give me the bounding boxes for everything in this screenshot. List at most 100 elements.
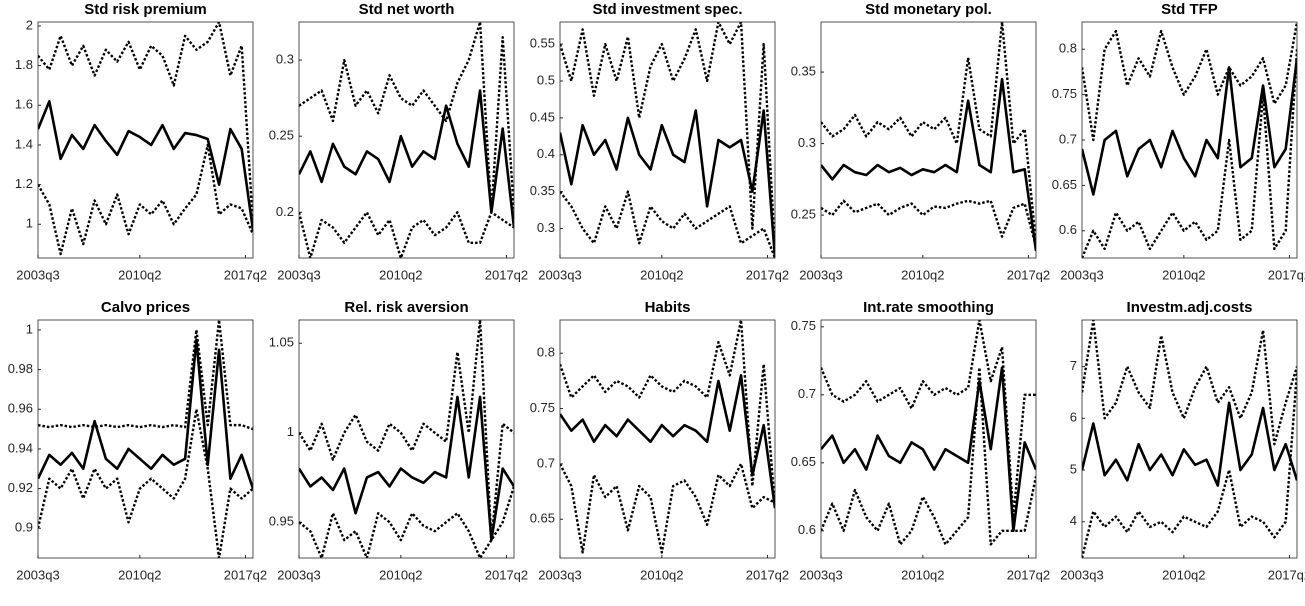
plot-area <box>821 320 1036 558</box>
series-line <box>1082 22 1297 142</box>
series-line <box>1082 371 1297 558</box>
panel: Investm.adj.costs 4 5 6 7 2003q3 2010q2 2017q2 <box>1060 299 1305 582</box>
y-tick-label: 0.7 <box>798 386 816 401</box>
series-line <box>299 395 514 542</box>
x-tick-label: 2010q2 <box>118 567 161 582</box>
x-tick-label: 2017q2 <box>485 567 528 582</box>
series-line <box>821 22 1036 244</box>
x-tick-label: 2003q3 <box>16 267 59 282</box>
series-line <box>38 320 253 431</box>
panel: Std investment spec. 0.3 0.35 0.4 0.45 0.5 0.5… <box>530 1 789 282</box>
x-tick-label: 2003q3 <box>538 267 581 282</box>
y-tick-label: 0.7 <box>1059 131 1077 146</box>
y-tick-label: 0.8 <box>1059 41 1077 56</box>
x-tick-label: 2010q2 <box>640 567 683 582</box>
y-tick-label: 0.6 <box>1059 222 1077 237</box>
y-tick-label: 2 <box>26 17 33 32</box>
axes-box <box>559 319 776 559</box>
panel: Habits 0.65 0.7 0.75 0.8 2003q3 2010q2 2017q2 <box>530 299 789 582</box>
y-tick-label: 0.45 <box>530 109 555 124</box>
x-tick-label: 2017q2 <box>746 567 789 582</box>
series-line <box>1082 401 1297 487</box>
axes-box <box>820 319 1037 559</box>
y-tick-label: 0.6 <box>798 522 816 537</box>
panel-title: Int.rate smoothing <box>863 299 994 316</box>
series-line <box>299 320 514 542</box>
y-tick-label: 1.05 <box>269 335 294 350</box>
y-tick-label: 0.2 <box>276 204 294 219</box>
x-tick-label: 2003q3 <box>277 267 320 282</box>
y-tick-label: 0.3 <box>537 220 555 235</box>
x-tick-label: 2017q2 <box>1007 267 1050 282</box>
x-tick-label: 2010q2 <box>901 267 944 282</box>
axes-box <box>37 319 254 559</box>
y-tick-label: 0.35 <box>530 183 555 198</box>
x-tick-label: 2003q3 <box>277 567 320 582</box>
x-tick-label: 2003q3 <box>799 267 842 282</box>
axes-box <box>37 21 254 259</box>
x-tick-label: 2017q2 <box>224 567 267 582</box>
x-tick-label: 2003q3 <box>799 567 842 582</box>
axes-box <box>298 21 515 259</box>
panel-title: Std risk premium <box>84 1 207 18</box>
y-tick-label: 0.25 <box>791 207 816 222</box>
panel-title: Std net worth <box>359 1 455 18</box>
panel-title: Rel. risk aversion <box>344 299 468 316</box>
y-tick-label: 0.75 <box>1052 86 1077 101</box>
y-tick-label: 1.4 <box>15 136 33 151</box>
panel: Std net worth 0.2 0.25 0.3 2003q3 2010q2 2017q… <box>269 1 528 282</box>
y-tick-label: 7 <box>1070 358 1077 373</box>
series-line <box>299 89 514 228</box>
x-tick-label: 2010q2 <box>640 267 683 282</box>
plot-area <box>299 320 514 558</box>
y-tick-label: 1 <box>26 321 33 336</box>
series-line <box>560 374 775 509</box>
plot-area <box>1082 320 1297 558</box>
y-tick-label: 0.7 <box>537 455 555 470</box>
series-line <box>38 100 253 231</box>
x-tick-label: 2010q2 <box>901 567 944 582</box>
panel: Std monetary pol. 0.25 0.3 0.35 2003q3 2010q2… <box>791 1 1050 282</box>
x-tick-label: 2017q2 <box>224 267 267 282</box>
plot-area <box>1082 22 1297 258</box>
x-tick-label: 2003q3 <box>1060 267 1103 282</box>
y-tick-label: 0.4 <box>537 146 555 161</box>
y-tick-label: 1.2 <box>15 176 33 191</box>
y-tick-label: 6 <box>1070 410 1077 425</box>
panel-title: Std TFP <box>1161 1 1218 18</box>
y-tick-label: 1 <box>287 424 294 439</box>
panel: Rel. risk aversion 0.95 1 1.05 2003q3 2010q2 2… <box>269 299 528 582</box>
y-tick-label: 0.96 <box>8 401 33 416</box>
y-tick-label: 0.8 <box>537 345 555 360</box>
y-tick-label: 0.35 <box>791 63 816 78</box>
series-line <box>821 320 1036 519</box>
x-tick-label: 2010q2 <box>1162 267 1205 282</box>
panel: Calvo prices 0.9 0.92 0.94 0.96 0.98 1 2003q3 20… <box>8 299 267 582</box>
y-tick-label: 1.6 <box>15 97 33 112</box>
y-tick-label: 0.65 <box>530 511 555 526</box>
y-tick-label: 0.92 <box>8 480 33 495</box>
x-tick-label: 2010q2 <box>379 267 422 282</box>
series-line <box>1082 58 1297 196</box>
series-line <box>38 338 253 489</box>
series-line <box>299 211 514 258</box>
panel: Std risk premium 1 1.2 1.4 1.6 1.8 2 2003q3 2010… <box>15 1 267 282</box>
axes-box <box>298 319 515 559</box>
y-tick-label: 1.8 <box>15 57 33 72</box>
x-tick-label: 2017q2 <box>1007 567 1050 582</box>
series-line <box>1082 49 1297 258</box>
series-line <box>821 366 1036 546</box>
panel: Int.rate smoothing 0.6 0.65 0.7 0.75 2003q3 20… <box>791 299 1050 582</box>
panel-title: Std investment spec. <box>592 1 742 18</box>
series-line <box>821 366 1036 533</box>
panel-title: Habits <box>645 299 691 316</box>
y-tick-label: 0.3 <box>276 52 294 67</box>
y-tick-label: 0.5 <box>537 72 555 87</box>
y-tick-label: 0.65 <box>791 454 816 469</box>
x-tick-label: 2010q2 <box>379 567 422 582</box>
axes-box <box>1081 319 1298 559</box>
axes-box <box>1081 21 1298 259</box>
plot-area <box>299 22 514 258</box>
y-tick-label: 0.94 <box>8 440 33 455</box>
